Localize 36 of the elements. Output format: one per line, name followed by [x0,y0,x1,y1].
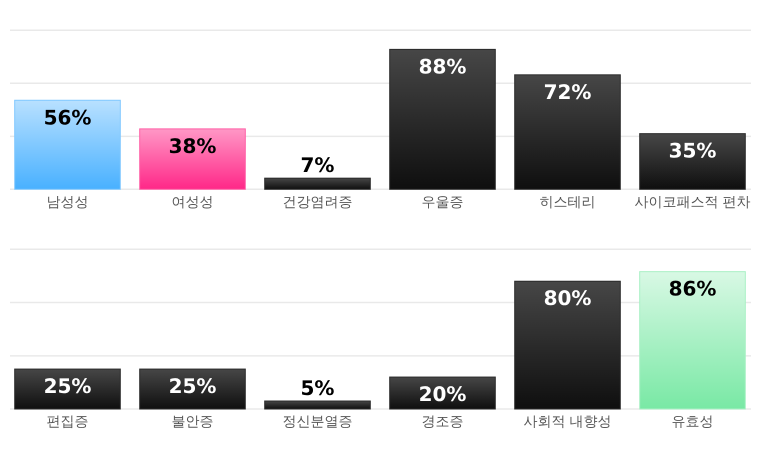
bar [639,133,746,190]
bar [514,280,621,410]
x-tick-label: 경조증 [422,414,464,430]
data-label: 80% [544,286,592,310]
data-label: 35% [668,138,716,163]
x-tick-label: 히스테리 [540,194,596,210]
data-label: 56% [44,105,92,130]
bar [139,128,246,190]
x-tick-label: 유효성 [672,414,714,430]
bar [14,368,121,410]
x-tick-label: 여성성 [172,194,214,210]
x-tick-label: 불안증 [172,414,214,430]
bar [389,48,496,190]
data-label: 25% [44,374,92,398]
x-tick-label: 우울증 [422,194,464,210]
data-label: 72% [544,80,592,104]
bar [264,400,371,410]
data-label: 20% [418,382,466,406]
data-label: 5% [300,376,334,400]
data-label: 25% [168,374,216,398]
x-tick-label: 남성성 [46,194,88,210]
bar [639,271,746,410]
x-tick-label: 편집증 [46,414,88,430]
x-tick-label: 정신분열증 [282,414,352,430]
data-label: 86% [668,276,716,301]
bar [14,100,121,190]
bar [514,74,621,190]
bar [389,376,496,410]
x-tick-label: 건강염려증 [282,194,352,210]
data-label: 88% [418,54,466,78]
data-label: 7% [300,153,334,178]
x-tick-label: 사이코패스적 편차 [634,194,751,210]
data-label: 38% [168,134,216,158]
x-tick-label: 사회적 내향성 [523,414,612,430]
bar [139,368,246,410]
bar [264,178,371,190]
